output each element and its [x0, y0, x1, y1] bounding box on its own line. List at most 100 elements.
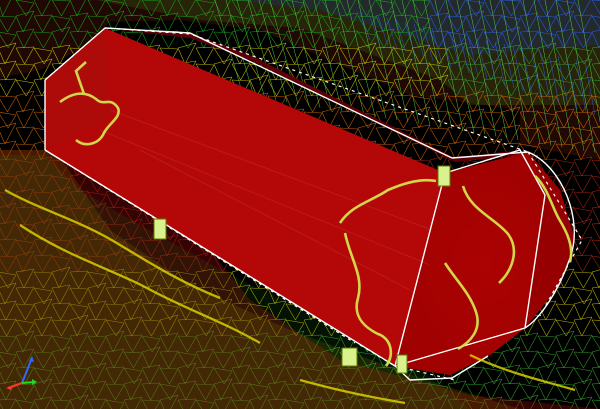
mesh-edge	[529, 368, 539, 385]
mesh-edge	[141, 335, 153, 353]
mesh-edge	[519, 350, 539, 353]
blue-mesh-ray	[395, 19, 407, 53]
mesh-edge	[583, 210, 593, 225]
mesh-edge	[105, 255, 114, 273]
nose-contour-2	[343, 232, 393, 367]
rear-strut	[153, 218, 167, 240]
mesh-edge	[159, 255, 169, 273]
mesh-edge	[87, 220, 107, 225]
mesh-edge	[537, 111, 549, 129]
mesh-edge	[411, 79, 422, 97]
mesh-edge	[473, 108, 485, 129]
mesh-edge	[195, 28, 215, 33]
mesh-edge	[141, 319, 161, 322]
mesh-edge	[0, 243, 7, 257]
mesh-edge	[555, 348, 575, 353]
mesh-edge	[292, 10, 305, 33]
mesh-edge	[526, 74, 539, 97]
blue-mesh-ray	[539, 51, 551, 101]
mesh-edge	[393, 47, 405, 65]
mesh-edge	[195, 15, 204, 33]
mesh-edge	[573, 335, 583, 353]
mesh-edge	[105, 319, 125, 324]
mesh-edge	[591, 335, 600, 350]
upper-mesh-ray	[335, 0, 365, 115]
mesh-edge	[292, 330, 305, 353]
mesh-edge	[114, 206, 125, 225]
mesh-edge	[15, 63, 26, 81]
mesh-edge	[563, 188, 575, 209]
mesh-edge	[274, 42, 287, 65]
mesh-edge	[555, 0, 567, 17]
mesh-edge	[0, 354, 9, 369]
mesh-edge	[15, 46, 35, 49]
mesh-edge	[15, 287, 25, 305]
mesh-edge	[285, 383, 296, 401]
mesh-edge	[0, 227, 7, 241]
mesh-edge	[7, 336, 17, 353]
mesh-edge	[0, 140, 17, 144]
mesh-edge	[40, 218, 53, 241]
mesh-edge	[51, 351, 60, 369]
mesh-edge	[159, 15, 169, 33]
mesh-edge	[33, 255, 43, 273]
mesh-edge	[483, 127, 495, 145]
mesh-edge	[280, 398, 287, 409]
mesh-edge	[223, 290, 233, 305]
mesh-edge	[519, 127, 530, 145]
mesh-edge	[123, 239, 133, 257]
upper-mesh-ray	[467, 0, 497, 137]
mesh-edge	[249, 287, 260, 305]
mesh-edge	[537, 351, 549, 369]
mesh-edge	[168, 270, 179, 289]
mesh-edge	[4, 42, 17, 65]
mesh-edge	[80, 394, 89, 409]
mesh-edge	[573, 287, 585, 305]
mesh-edge	[370, 398, 377, 409]
mesh-edge	[303, 15, 313, 33]
mesh-edge	[0, 34, 9, 49]
mesh-edge	[167, 12, 179, 33]
mesh-edge	[112, 330, 125, 353]
mesh-edge	[393, 111, 413, 114]
mesh-edge	[591, 143, 600, 160]
mesh-edge	[403, 50, 413, 65]
upper-mesh-ray	[522, 0, 552, 146]
mesh-edge	[519, 383, 531, 401]
mesh-edge	[51, 15, 63, 33]
mesh-edge	[447, 95, 467, 98]
mesh-edge	[61, 178, 71, 193]
mesh-edge	[447, 111, 467, 116]
mesh-edge	[303, 31, 314, 49]
mesh-edge	[87, 318, 107, 321]
mesh-edge	[528, 350, 539, 369]
mesh-edge	[203, 348, 215, 369]
mesh-edge	[357, 367, 366, 385]
mesh-edge	[15, 95, 24, 113]
mesh-edge	[0, 163, 7, 177]
mesh-edge	[203, 28, 215, 49]
blue-mesh-ray	[575, 59, 587, 113]
mesh-edge	[455, 140, 467, 161]
mesh-edge	[331, 18, 341, 33]
mesh-edge	[43, 272, 53, 289]
mesh-edge	[205, 2, 215, 17]
mesh-edge	[339, 367, 350, 385]
mesh-edge	[573, 396, 593, 401]
upper-mesh-ray	[555, 0, 585, 151]
mesh-edge	[69, 191, 79, 209]
mesh-edge	[60, 222, 71, 241]
mesh-edge	[15, 111, 25, 129]
mesh-edge	[382, 90, 395, 113]
mesh-edge	[429, 127, 440, 145]
mesh-edge	[555, 175, 564, 193]
mesh-edge	[87, 335, 98, 353]
mesh-edge	[285, 348, 305, 353]
mesh-edge	[177, 15, 188, 33]
mesh-edge	[249, 383, 269, 388]
mesh-edge	[573, 271, 593, 274]
mesh-edge	[79, 288, 89, 305]
mesh-edge	[537, 398, 557, 401]
mesh-edge	[141, 383, 151, 401]
